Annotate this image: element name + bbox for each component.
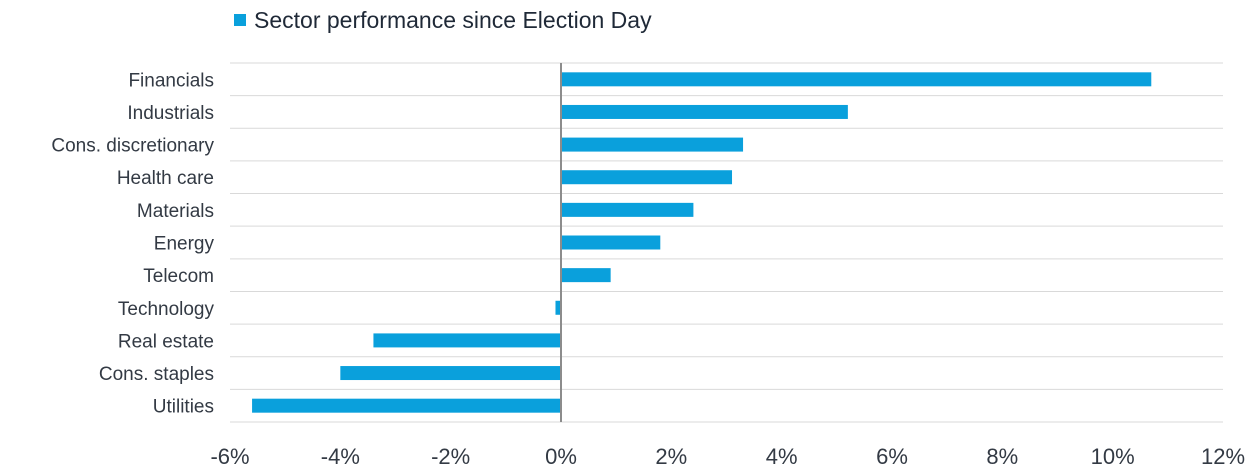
category-label: Industrials xyxy=(127,103,214,124)
category-label: Technology xyxy=(118,299,215,320)
x-tick-label: 8% xyxy=(986,444,1018,468)
bar-cons-discretionary xyxy=(561,137,744,152)
bars xyxy=(252,72,1152,413)
legend-swatch xyxy=(234,14,246,26)
x-tick-label: 10% xyxy=(1091,444,1135,468)
x-tick-label: -4% xyxy=(321,444,360,468)
x-tick-label: 2% xyxy=(655,444,687,468)
category-label: Energy xyxy=(154,234,215,255)
bar-utilities xyxy=(252,398,562,413)
category-labels: Financials Industrials Cons. discretionary… xyxy=(51,70,214,417)
bar-energy xyxy=(561,235,661,250)
category-label: Cons. staples xyxy=(99,364,214,385)
x-tick-label: 12% xyxy=(1201,444,1245,468)
category-label: Cons. discretionary xyxy=(51,136,214,157)
bar-real-estate xyxy=(373,333,561,348)
legend-label: Sector performance since Election Day xyxy=(254,7,652,33)
bar-materials xyxy=(561,202,694,217)
legend: Sector performance since Election Day xyxy=(234,7,652,33)
gridlines xyxy=(230,62,1223,423)
category-label: Health care xyxy=(117,168,214,189)
category-label: Utilities xyxy=(153,397,214,418)
x-tick-label: 0% xyxy=(545,444,577,468)
x-tick-label: -2% xyxy=(431,444,470,468)
category-label: Financials xyxy=(128,70,214,91)
bar-cons-staples xyxy=(340,366,561,381)
category-label: Real estate xyxy=(118,331,214,352)
bar-industrials xyxy=(561,104,848,119)
bar-telecom xyxy=(561,268,611,283)
bar-financials xyxy=(561,72,1152,87)
category-label: Telecom xyxy=(143,266,214,287)
x-tick-label: 6% xyxy=(876,444,908,468)
category-label: Materials xyxy=(137,201,214,222)
x-axis-tick-labels: -6% -4% -2% 0% 2% 4% 6% 8% 10% 12% xyxy=(210,444,1245,468)
x-tick-label: 4% xyxy=(766,444,798,468)
bar-health-care xyxy=(561,170,733,185)
bar-technology xyxy=(555,300,561,315)
x-tick-label: -6% xyxy=(210,444,249,468)
